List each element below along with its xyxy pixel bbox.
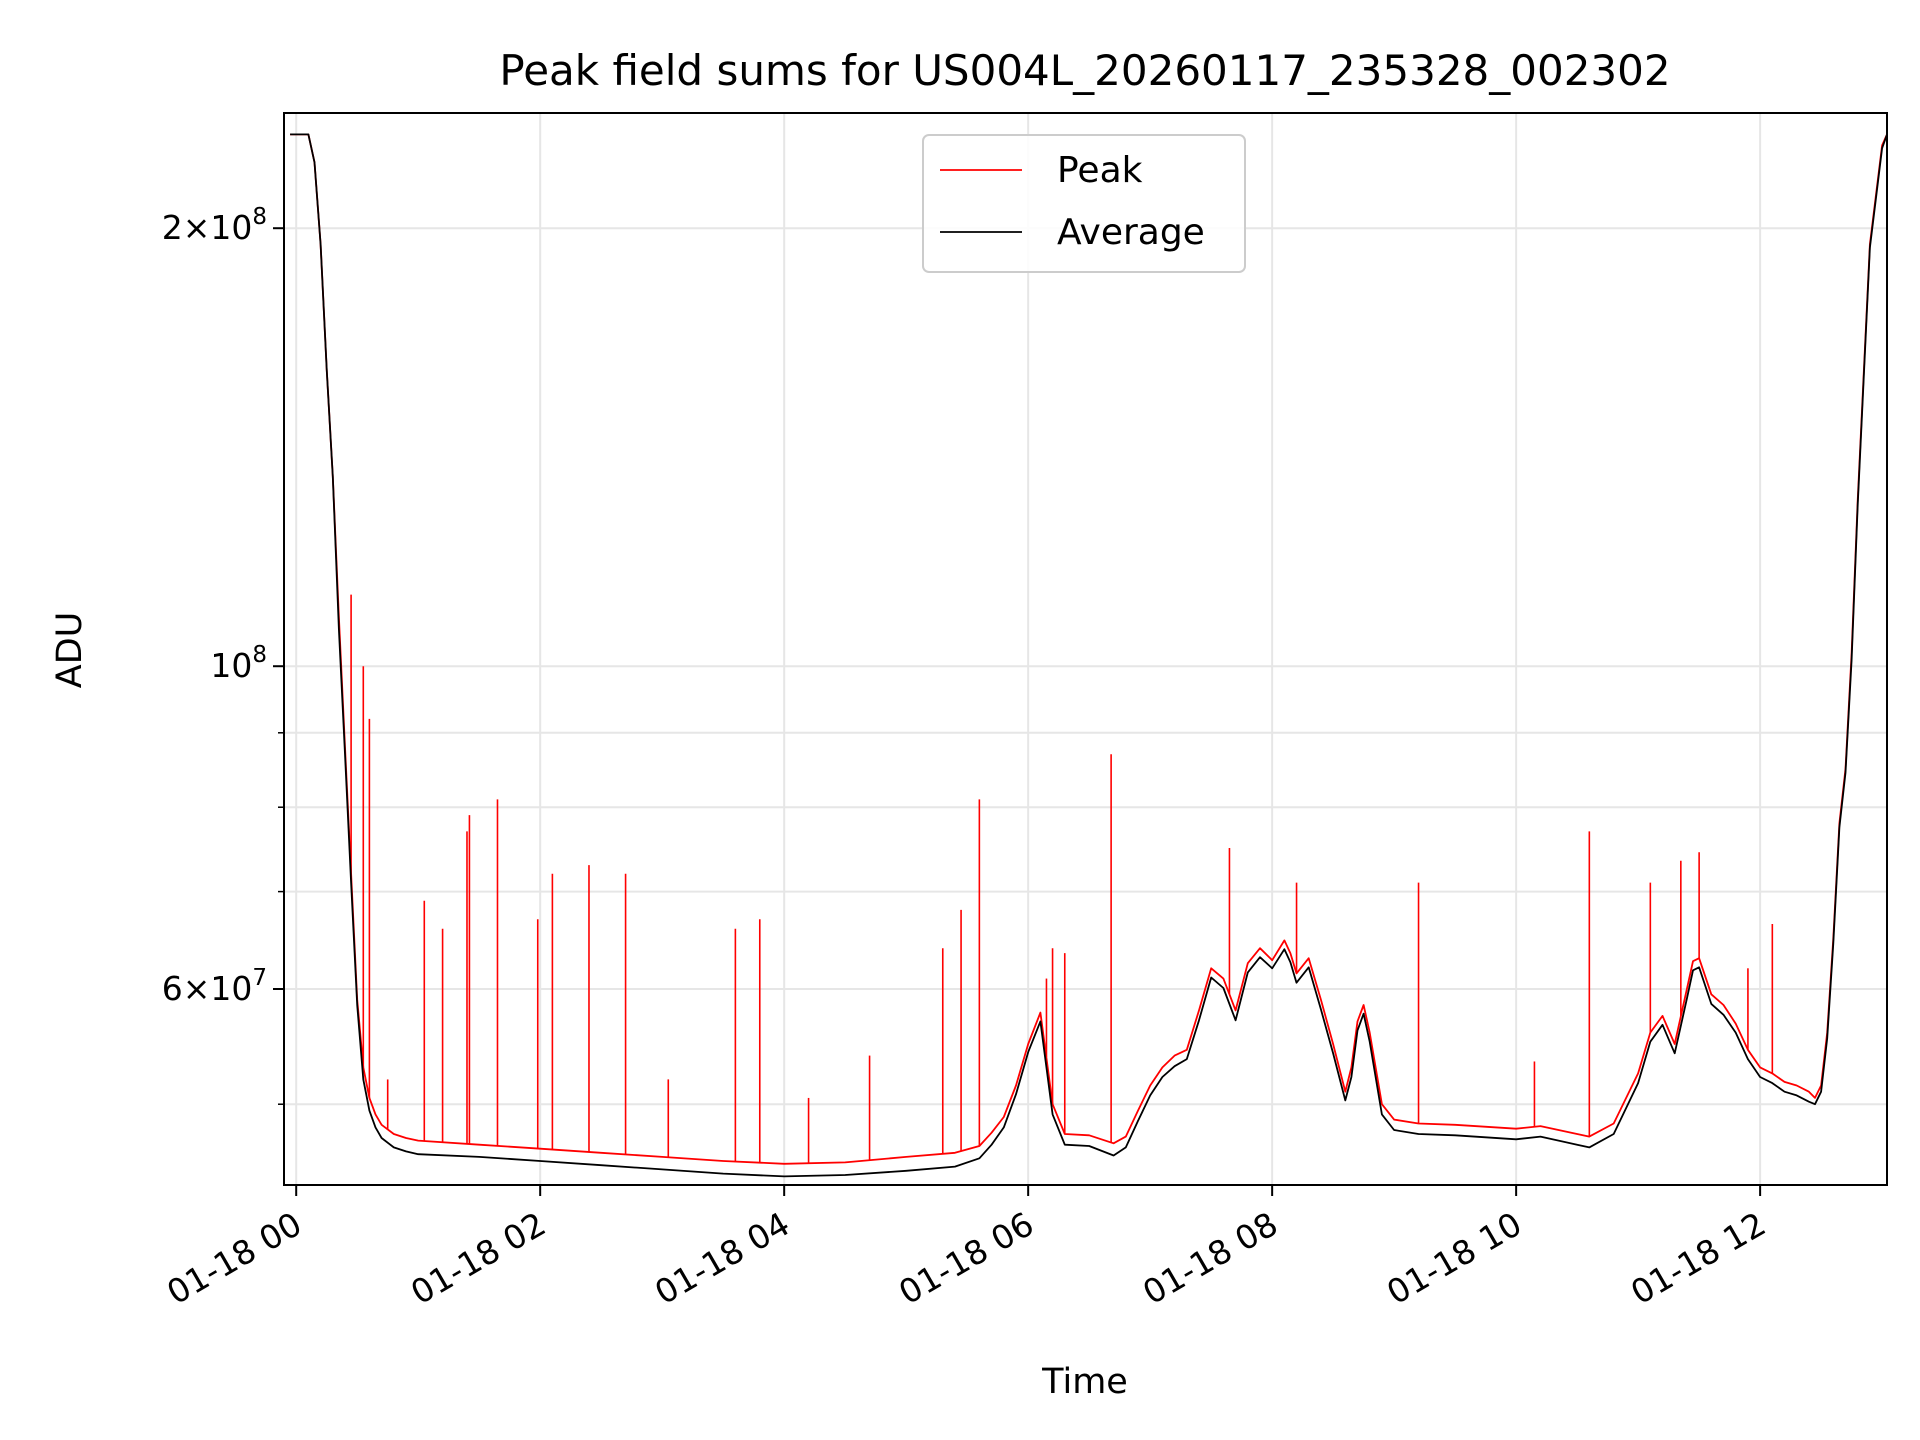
x-axis-label: Time [1041, 1362, 1128, 1402]
y-tick-label: 6×107 [162, 965, 267, 1008]
legend-peak-label: Peak [1057, 150, 1143, 191]
grid [284, 113, 1887, 1185]
plot-area [290, 133, 1888, 1178]
series-average-line [290, 133, 1888, 1178]
y-tick-label: 108 [210, 642, 267, 685]
y-axis: 2×108 108 6×107 [162, 204, 284, 1105]
chart-title: Peak field sums for US004L_20260117_2353… [499, 46, 1670, 95]
y-axis-label: ADU [50, 612, 90, 689]
legend: Peak Average [922, 134, 1246, 273]
series-peak-line [290, 133, 1888, 1165]
plot-frame [283, 112, 1888, 1186]
y-tick-label: 2×108 [162, 204, 267, 247]
legend-average-label: Average [1057, 212, 1205, 253]
